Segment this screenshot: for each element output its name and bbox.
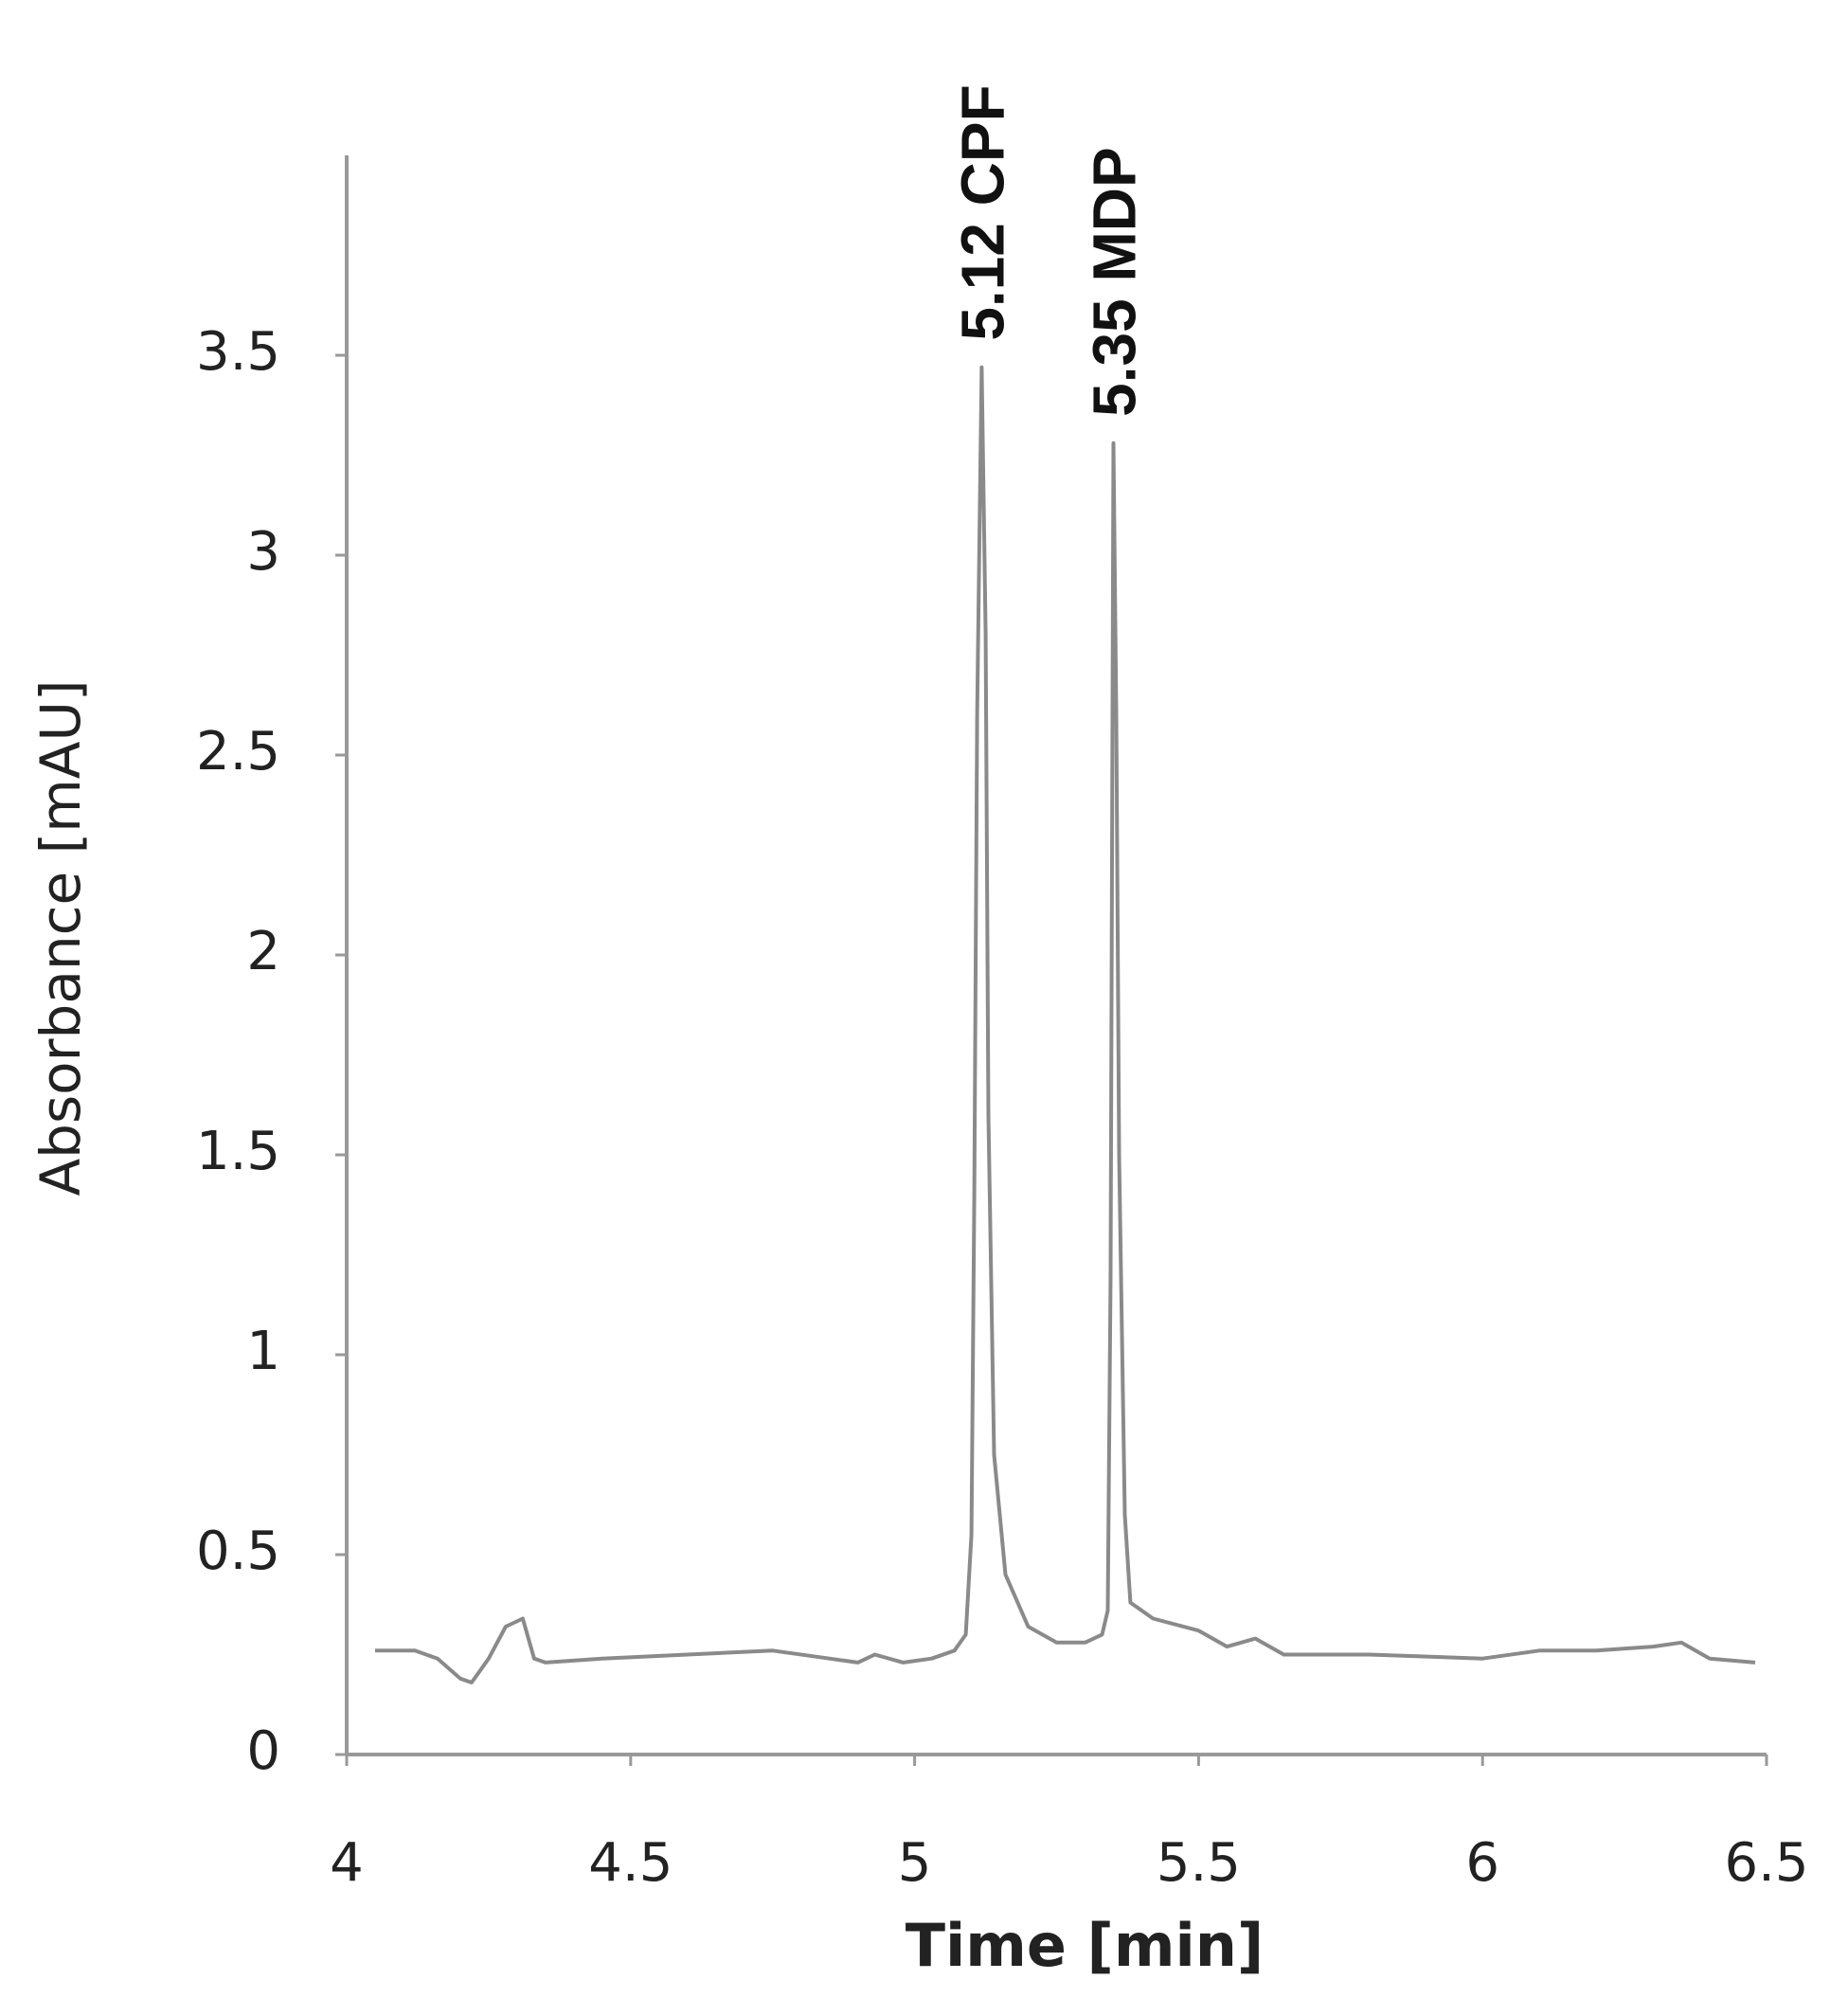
- peak-label: 5.35 MDP: [1080, 147, 1148, 417]
- peak-label: 5.12 CPF: [948, 84, 1016, 340]
- y-tick-label: 1.5: [196, 1121, 280, 1182]
- x-axis-label: Time [min]: [906, 1911, 1264, 1980]
- x-tick-label: 4: [330, 1832, 364, 1894]
- y-tick-label: 2.5: [196, 721, 280, 783]
- x-tick-label: 6.5: [1724, 1832, 1808, 1894]
- y-tick-label: 0.5: [196, 1521, 280, 1582]
- line: [375, 365, 1756, 1684]
- x-tick-label: 5.5: [1157, 1832, 1241, 1894]
- x-tick-label: 6: [1465, 1832, 1499, 1894]
- x-tick-label: 4.5: [588, 1832, 673, 1894]
- y-tick-label: 2: [246, 921, 280, 982]
- x-tick-label: 5: [898, 1832, 932, 1894]
- y-axis-label: Absorbance [mAU]: [28, 679, 93, 1196]
- y-tick-label: 0: [246, 1720, 280, 1782]
- y-tick-label: 3: [246, 521, 280, 583]
- y-tick-label: 1: [246, 1321, 280, 1382]
- y-tick-label: 3.5: [196, 321, 280, 383]
